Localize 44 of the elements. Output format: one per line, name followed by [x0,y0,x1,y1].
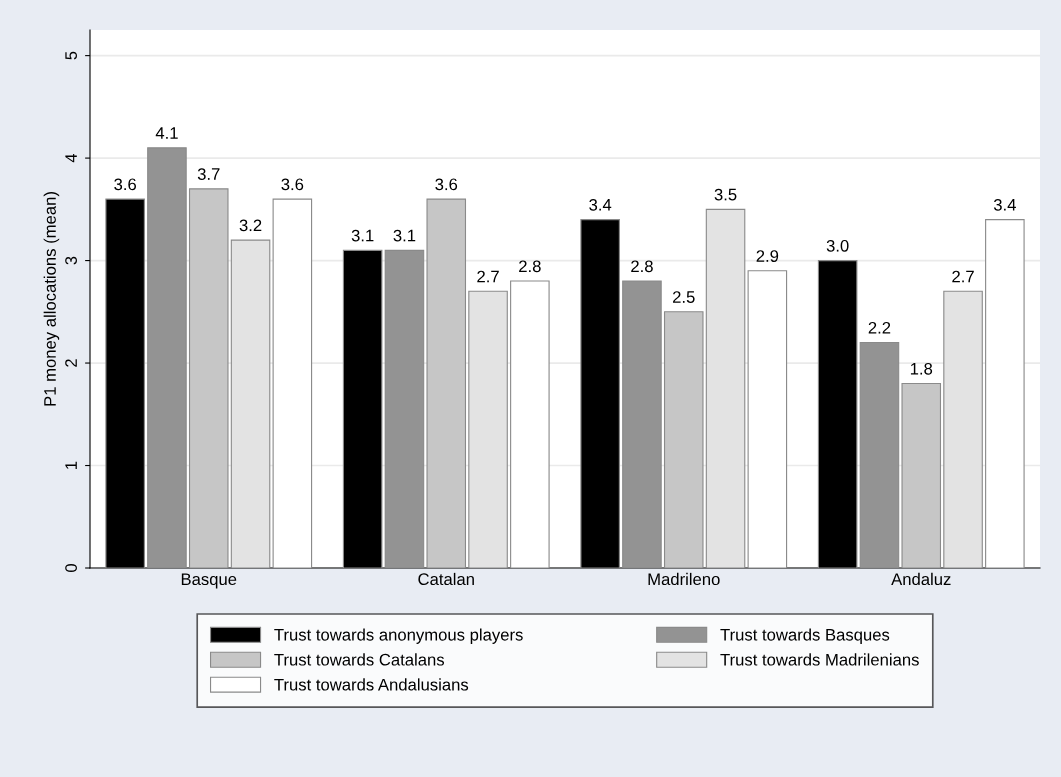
data-label: 2.8 [519,260,541,273]
data-label: 3.6 [435,178,458,191]
bar [622,280,662,568]
x-tick-label: Basque [181,573,237,589]
bar [147,147,187,568]
data-label: 3.6 [114,178,136,191]
data-label: 3.1 [393,229,416,242]
bar [188,188,229,568]
y-tick-label: 4 [65,153,77,163]
data-label: 3.4 [993,198,1016,211]
legend-label: Trust towards Madrilenians [720,653,919,666]
data-label: 2.5 [673,291,695,303]
data-label: 3.6 [281,178,304,191]
x-tick-label: Andaluz [891,572,951,586]
legend-label: Trust towards anonymous players [274,628,523,644]
data-label: 2.9 [756,250,779,262]
data-label: 4.1 [155,127,178,139]
y-tick-label: 2 [65,359,77,367]
data-label: 3.0 [826,239,849,252]
bar [384,249,425,568]
bar [426,198,467,568]
legend-label: Trust towards Andalusians [274,678,469,691]
data-label: 2.7 [952,270,974,283]
bar [663,311,704,568]
y-axis-title: P1 money allocations (mean) [43,192,60,406]
y-tick-label: 1 [65,461,77,469]
x-tick-label: Madrileno [648,572,720,586]
x-tick-label: Catalan [418,572,474,586]
data-label: 3.4 [589,198,612,211]
y-tick-label: 3 [65,256,77,265]
y-tick-label: 5 [65,51,77,60]
legend-label: Trust towards Catalans [274,653,445,666]
bar [901,382,942,568]
data-label: 3.5 [714,188,737,201]
y-tick-label: 0 [65,564,77,572]
data-label: 2.7 [477,270,499,283]
data-label: 3.1 [351,229,374,242]
legend-label: Trust towards Basques [720,628,890,644]
data-label: 3.7 [197,168,220,180]
data-label: 1.8 [910,362,933,375]
data-label: 2.2 [868,321,891,334]
bar [859,341,900,568]
data-label: 2.8 [631,260,653,273]
data-label: 3.2 [239,219,262,232]
